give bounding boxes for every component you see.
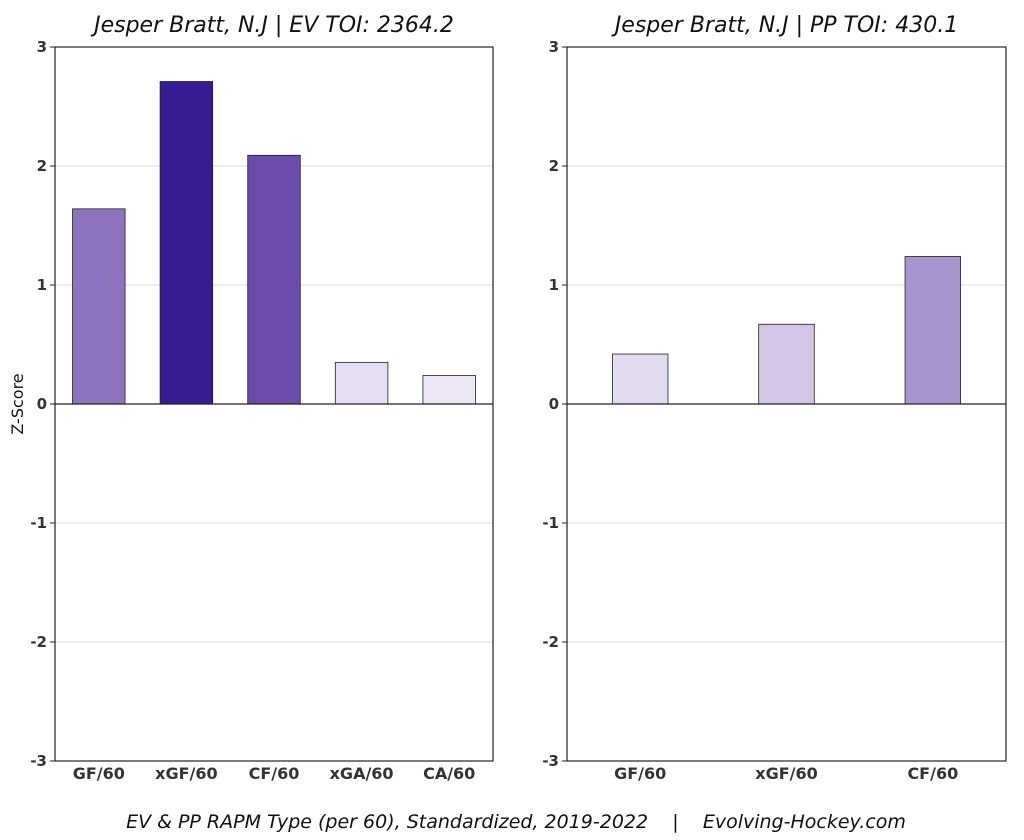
chart-title: Jesper Bratt, N.J | EV TOI: 2364.2 <box>90 13 454 38</box>
y-tick-label: 2 <box>37 157 47 175</box>
x-tick-label: xGF/60 <box>755 764 818 783</box>
bar-1 <box>611 353 669 405</box>
figure-caption: EV & PP RAPM Type (per 60), Standardized… <box>126 811 906 833</box>
y-tick-label: 3 <box>37 38 47 56</box>
x-tick-label: xGF/60 <box>155 764 218 783</box>
bar-1 <box>72 208 126 405</box>
x-tick-label: CF/60 <box>907 764 958 783</box>
bar-2 <box>758 323 815 405</box>
panel-2: GF/60 xGF/60 CF/60 -3 -2 -1 0 1 2 3 Jesper Bratt, … <box>542 13 1007 783</box>
y-axis-label: Z-Score <box>8 373 27 434</box>
y-tick-label: 3 <box>549 38 559 56</box>
x-tick-label: CA/60 <box>423 764 475 783</box>
y-tick-label: 1 <box>549 276 559 294</box>
bar-3 <box>247 154 301 405</box>
y-tick-label: -1 <box>30 514 47 532</box>
y-tick-label: 2 <box>549 157 559 175</box>
x-tick-label: GF/60 <box>614 764 666 783</box>
bar-4 <box>334 361 389 405</box>
x-tick-label: GF/60 <box>73 764 125 783</box>
y-tick-label: -2 <box>30 633 47 651</box>
x-tick-label: xGA/60 <box>330 764 394 783</box>
y-tick-label: 0 <box>37 395 47 413</box>
bar-2 <box>159 81 214 405</box>
chart-title: Jesper Bratt, N.J | PP TOI: 430.1 <box>611 13 958 38</box>
bar-3 <box>904 256 962 405</box>
x-tick-label: CF/60 <box>249 764 300 783</box>
y-tick-label: 1 <box>37 276 47 294</box>
bar-5 <box>422 375 476 405</box>
y-tick-label: 0 <box>549 395 559 413</box>
y-tick-label: -1 <box>542 514 559 532</box>
y-tick-label: -3 <box>542 752 559 770</box>
panel-1: GF/60 xGF/60 CF/60 xGA/60 CA/60 -3 -2 -1 0 1 2 3 Jes… <box>8 13 494 783</box>
y-tick-label: -3 <box>30 752 47 770</box>
y-tick-label: -2 <box>542 633 559 651</box>
